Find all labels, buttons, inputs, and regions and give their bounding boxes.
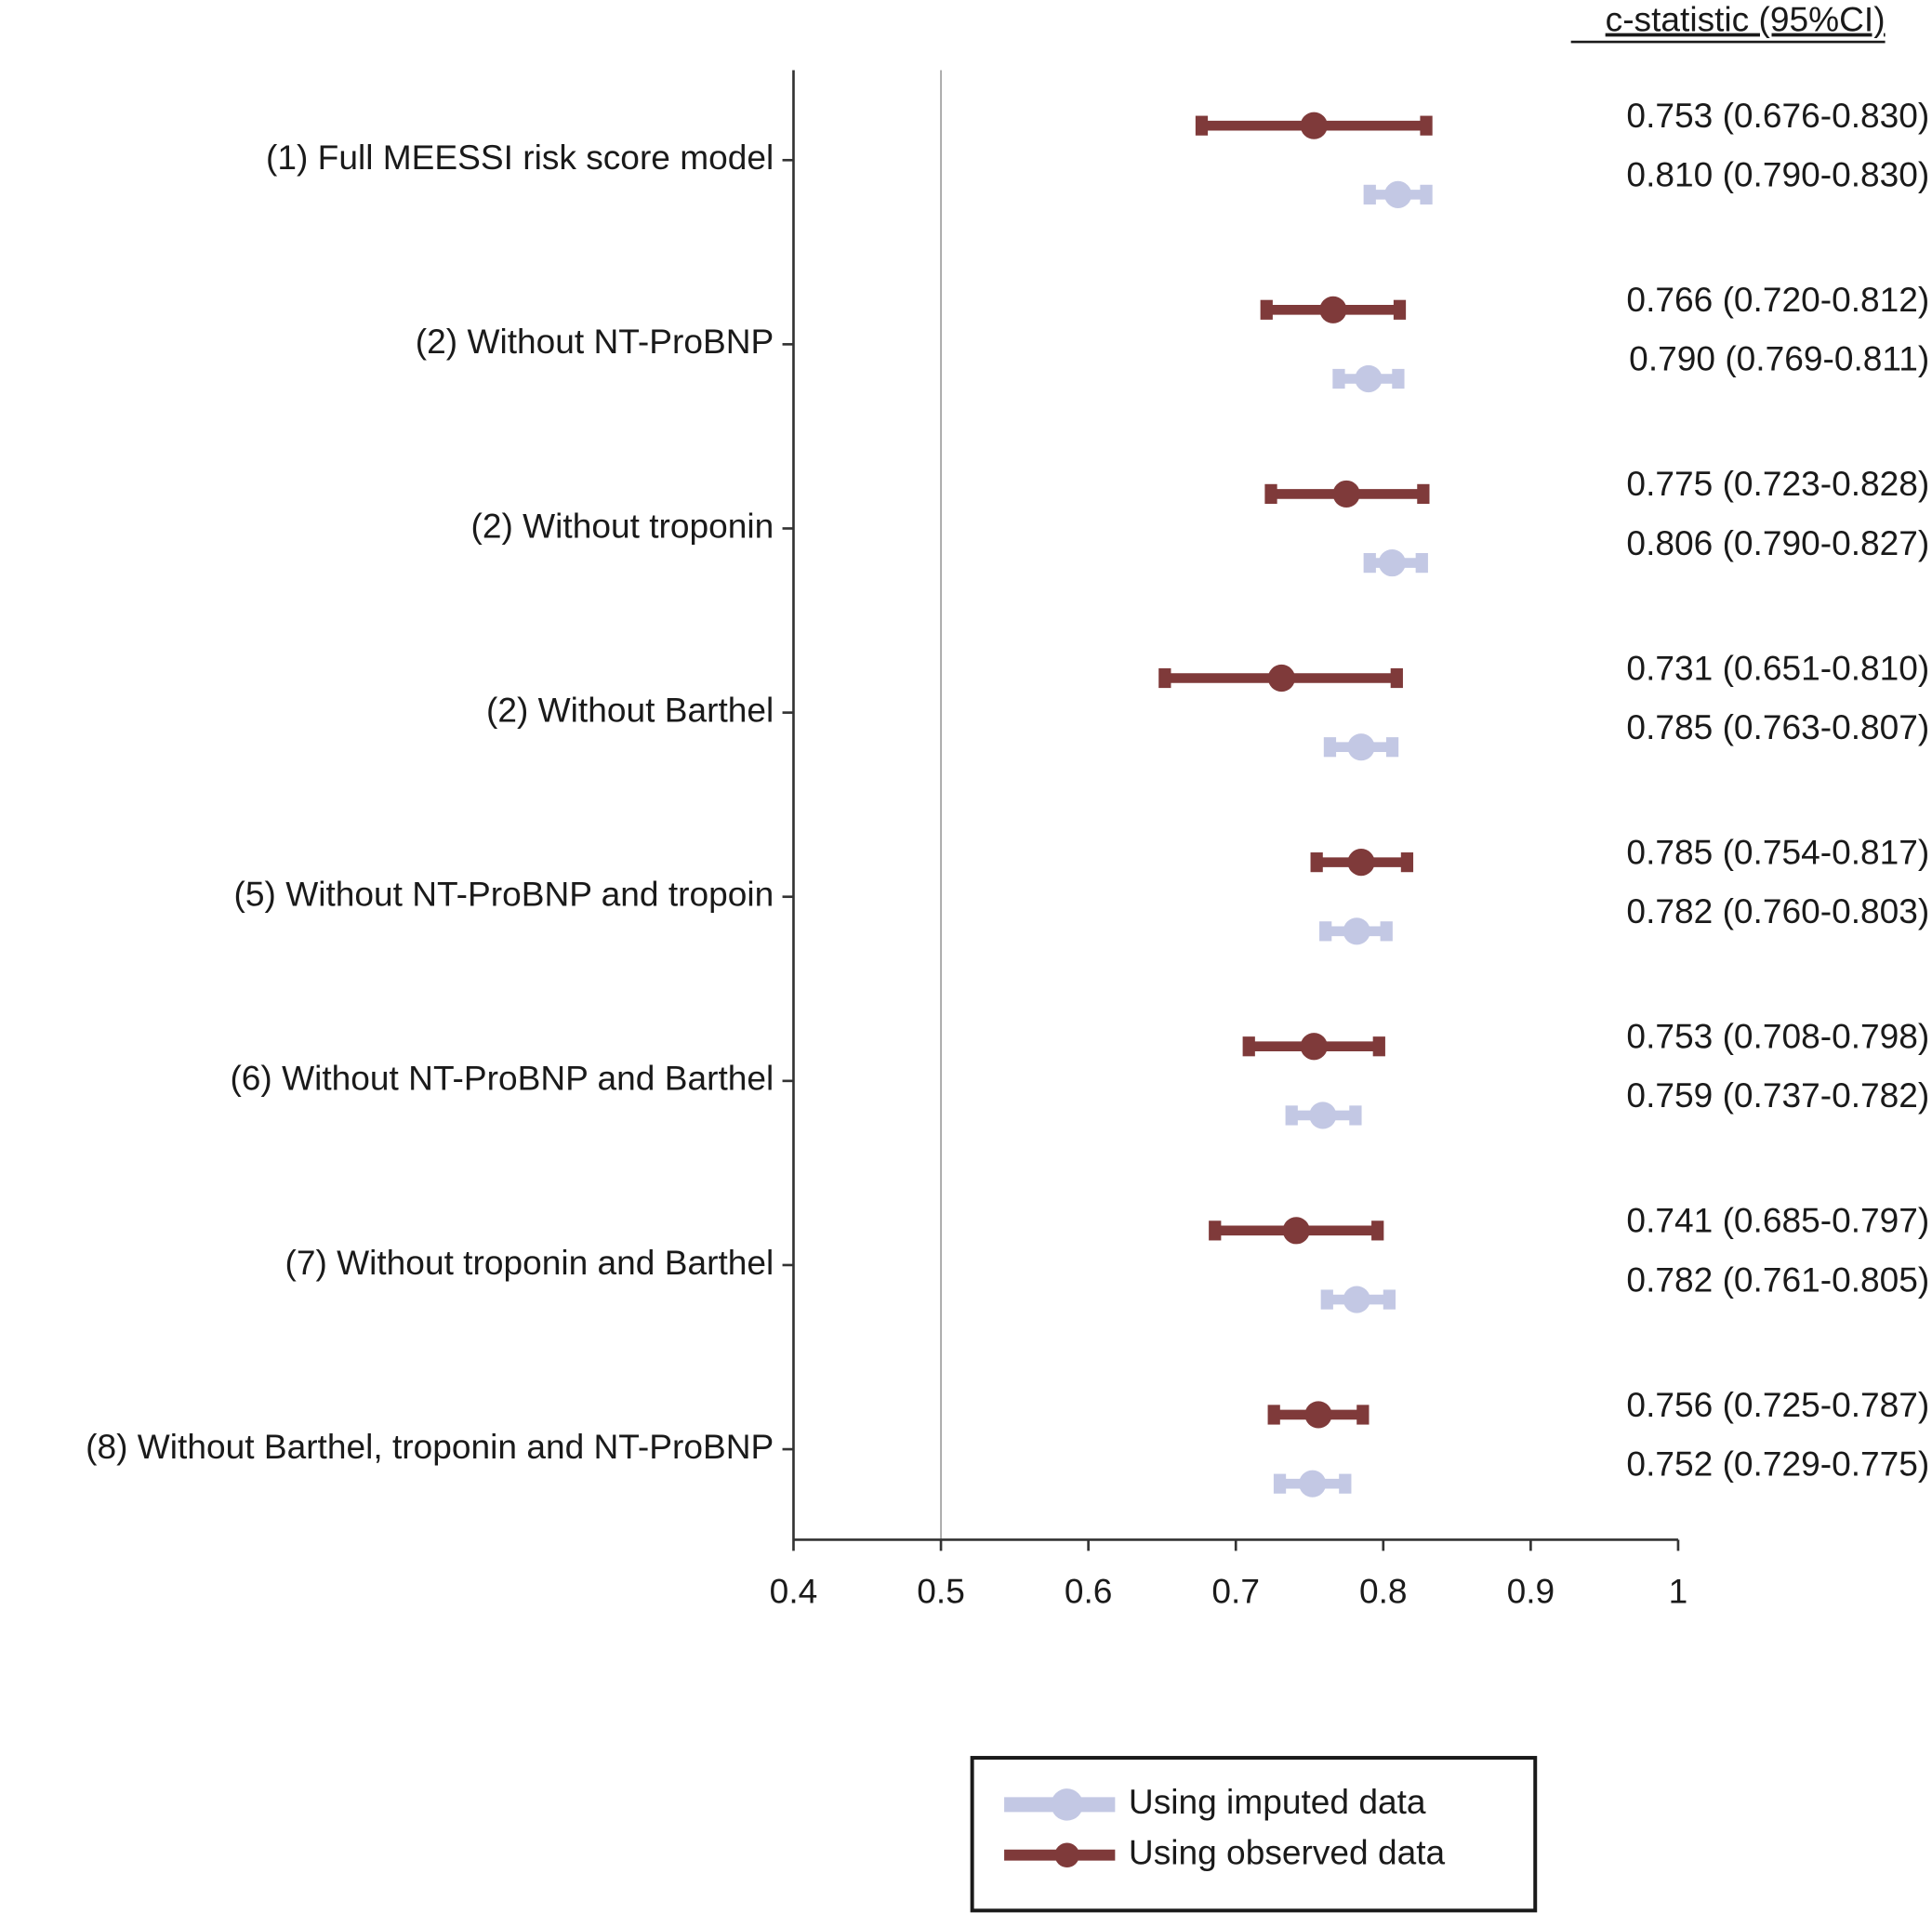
ci-cap bbox=[1260, 299, 1273, 320]
value-label: 0.753 (0.676-0.830) bbox=[1626, 96, 1929, 135]
ci-cap bbox=[1393, 299, 1407, 320]
value-label: 0.766 (0.720-0.812) bbox=[1626, 280, 1929, 319]
point-estimate bbox=[1299, 1470, 1327, 1497]
ci-cap bbox=[1356, 1405, 1370, 1425]
ci-cap bbox=[1195, 115, 1209, 136]
point-estimate bbox=[1343, 917, 1370, 945]
ci-cap bbox=[1349, 1105, 1362, 1126]
ci-cap bbox=[1267, 1405, 1280, 1425]
value-label: 0.806 (0.790-0.827) bbox=[1626, 523, 1929, 562]
ci-cap bbox=[1380, 921, 1393, 942]
ci-cap bbox=[1420, 184, 1433, 204]
value-label: 0.752 (0.729-0.775) bbox=[1626, 1444, 1929, 1483]
ci-cap bbox=[1323, 737, 1337, 758]
point-estimate bbox=[1378, 549, 1406, 577]
x-tick-label: 0.5 bbox=[917, 1572, 965, 1611]
x-tick-label: 1 bbox=[1669, 1572, 1688, 1611]
value-label: 0.756 (0.725-0.787) bbox=[1626, 1385, 1929, 1424]
x-tick-label: 0.4 bbox=[770, 1572, 818, 1611]
ci-cap bbox=[1390, 667, 1403, 689]
value-label: 0.785 (0.754-0.817) bbox=[1626, 832, 1929, 871]
x-tick-label: 0.9 bbox=[1507, 1572, 1555, 1611]
legend-box bbox=[970, 1756, 1538, 1913]
value-label: 0.790 (0.769-0.811) bbox=[1629, 339, 1929, 378]
ci-cap bbox=[1415, 553, 1428, 574]
value-label: 0.810 (0.790-0.830) bbox=[1626, 155, 1929, 194]
category-label: (2) Without troponin bbox=[471, 506, 774, 545]
category-label: (2) Without NT-ProBNP bbox=[416, 322, 774, 361]
point-estimate bbox=[1319, 296, 1347, 323]
category-label: (8) Without Barthel, troponin and NT-Pro… bbox=[86, 1427, 774, 1466]
point-estimate bbox=[1300, 112, 1328, 139]
ci-cap bbox=[1363, 184, 1376, 204]
value-label: 0.782 (0.761-0.805) bbox=[1626, 1260, 1929, 1299]
ci-cap bbox=[1363, 553, 1376, 574]
ci-cap bbox=[1420, 115, 1433, 136]
ci-cap bbox=[1242, 1036, 1255, 1057]
ci-cap bbox=[1372, 1036, 1385, 1057]
category-label: (1) Full MEESSI risk score model bbox=[266, 138, 774, 177]
legend-label: Using observed data bbox=[1129, 1833, 1446, 1872]
value-label: 0.775 (0.723-0.828) bbox=[1626, 464, 1929, 503]
point-estimate bbox=[1332, 480, 1360, 508]
value-label: 0.741 (0.685-0.797) bbox=[1626, 1201, 1929, 1240]
value-label: 0.753 (0.708-0.798) bbox=[1626, 1017, 1929, 1056]
value-label: 0.785 (0.763-0.807) bbox=[1626, 707, 1929, 746]
ci-cap bbox=[1371, 1220, 1384, 1241]
point-estimate bbox=[1300, 1033, 1328, 1061]
legend-label: Using imputed data bbox=[1129, 1782, 1426, 1821]
ci-cap bbox=[1400, 852, 1414, 873]
x-tick-label: 0.7 bbox=[1211, 1572, 1260, 1611]
category-label: (7) Without troponin and Barthel bbox=[285, 1243, 774, 1282]
x-tick-label: 0.6 bbox=[1065, 1572, 1113, 1611]
value-label: 0.759 (0.737-0.782) bbox=[1626, 1075, 1929, 1115]
point-estimate bbox=[1355, 364, 1383, 393]
ci-cap bbox=[1319, 921, 1332, 942]
point-estimate bbox=[1309, 1102, 1337, 1129]
point-estimate bbox=[1282, 1217, 1310, 1245]
ci-cap bbox=[1209, 1220, 1222, 1241]
ci-cap bbox=[1264, 483, 1277, 504]
category-label: (2) Without Barthel bbox=[486, 690, 774, 729]
ci-cap bbox=[1285, 1105, 1298, 1126]
ci-cap bbox=[1383, 1289, 1396, 1310]
point-estimate bbox=[1304, 1401, 1332, 1429]
ci-cap bbox=[1158, 667, 1171, 689]
ci-cap bbox=[1310, 852, 1323, 873]
legend-marker bbox=[1051, 1788, 1083, 1821]
ci-cap bbox=[1332, 368, 1345, 389]
ci-cap bbox=[1417, 483, 1430, 504]
column-header: c-statistic (95%CI) bbox=[1606, 0, 1886, 39]
ci-cap bbox=[1392, 368, 1405, 389]
category-label: (6) Without NT-ProBNP and Barthel bbox=[230, 1059, 774, 1098]
point-estimate bbox=[1343, 1286, 1370, 1313]
point-estimate bbox=[1347, 849, 1375, 877]
ci-cap bbox=[1385, 737, 1399, 758]
ci-cap bbox=[1339, 1473, 1352, 1494]
x-tick-label: 0.8 bbox=[1359, 1572, 1408, 1611]
point-estimate bbox=[1267, 664, 1295, 693]
point-estimate bbox=[1347, 733, 1375, 761]
category-label: (5) Without NT-ProBNP and tropoin bbox=[234, 875, 774, 914]
value-label: 0.731 (0.651-0.810) bbox=[1626, 648, 1929, 687]
legend-marker bbox=[1054, 1842, 1079, 1867]
ci-cap bbox=[1320, 1289, 1333, 1310]
ci-cap bbox=[1273, 1473, 1287, 1494]
point-estimate bbox=[1384, 180, 1412, 208]
value-label: 0.782 (0.760-0.803) bbox=[1626, 891, 1929, 930]
